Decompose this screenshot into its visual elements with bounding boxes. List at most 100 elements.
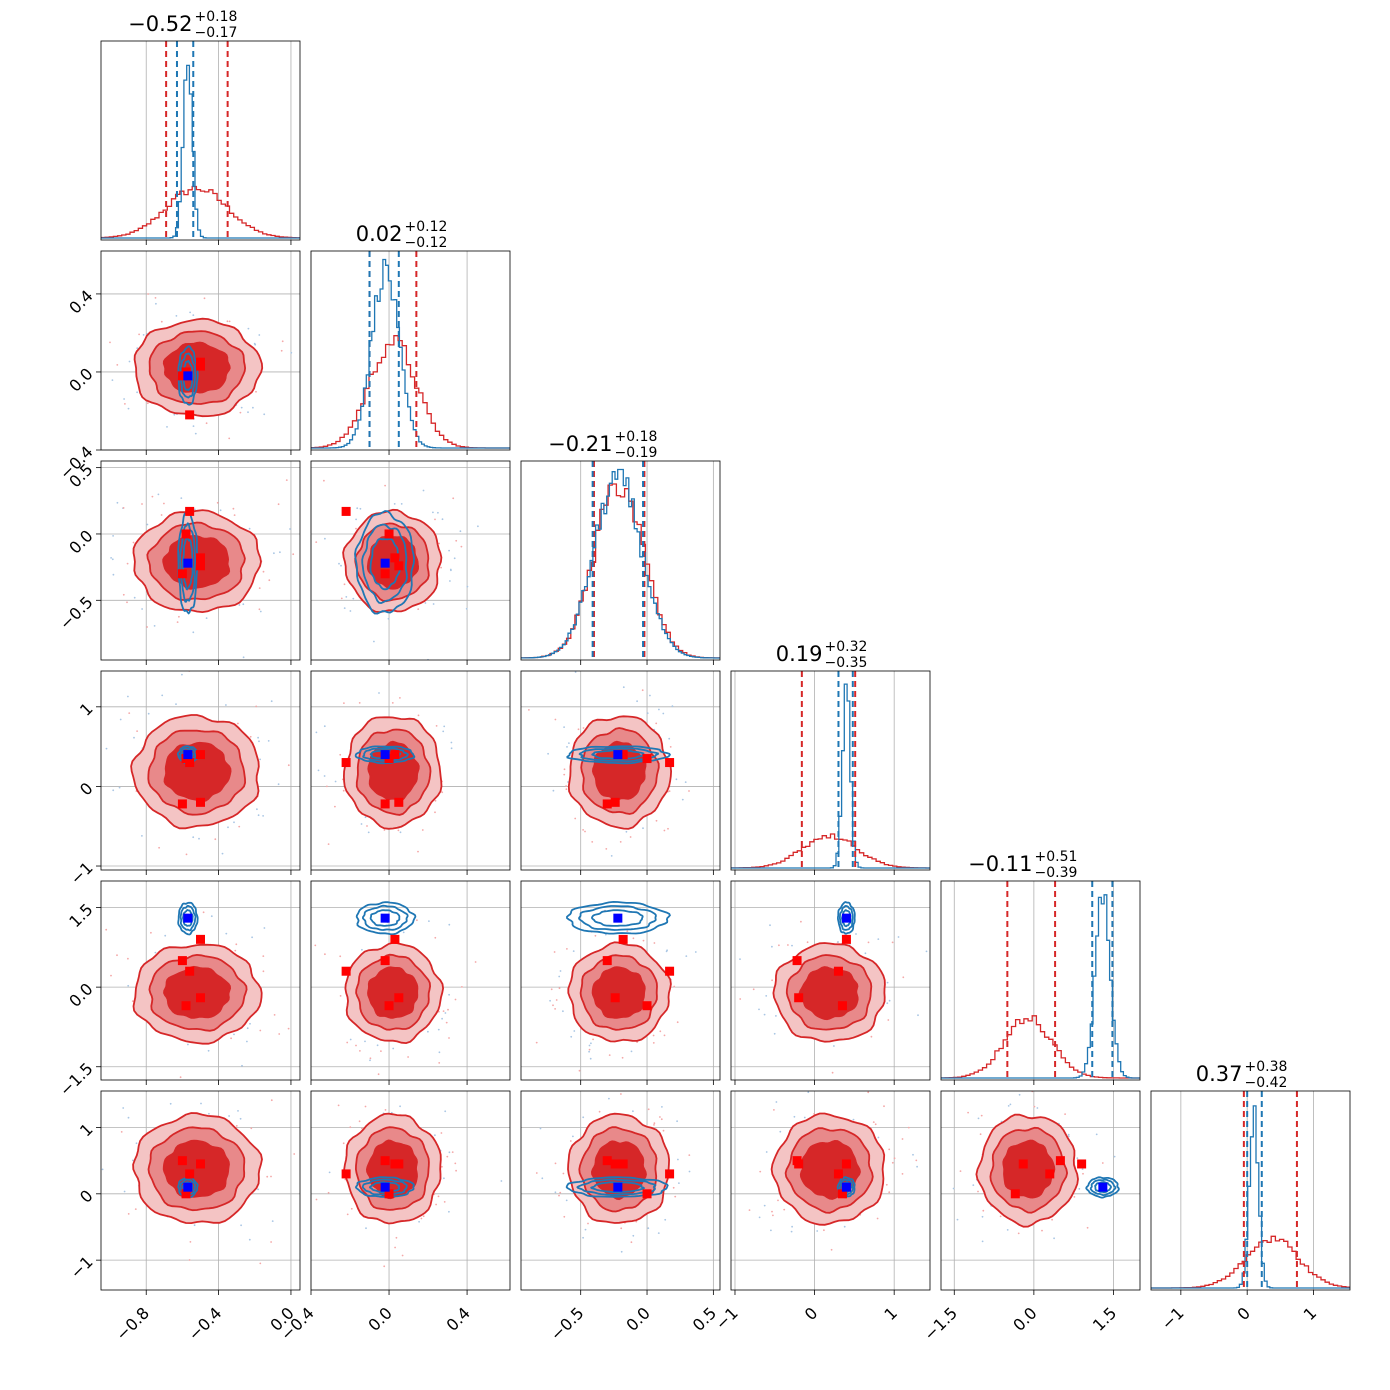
blue-contour	[838, 1178, 854, 1196]
sample-point	[891, 1161, 894, 1164]
sample-point	[441, 1165, 443, 1168]
sample-point	[203, 297, 206, 300]
sample-point	[806, 941, 809, 944]
sample-point	[590, 1042, 592, 1045]
red-marker	[1055, 1156, 1065, 1166]
sample-point	[685, 955, 688, 957]
panel-4-3	[730, 880, 931, 1085]
sample-point	[569, 1140, 572, 1142]
sample-point	[394, 1246, 396, 1249]
sample-point	[459, 530, 462, 533]
sample-point	[1067, 1133, 1070, 1136]
sample-point	[399, 1105, 401, 1108]
panel-content	[105, 901, 290, 1079]
sample-point	[563, 726, 565, 728]
red-marker	[380, 569, 390, 579]
sample-point	[188, 1259, 191, 1261]
blue-truth-marker	[380, 750, 390, 760]
sample-point	[582, 727, 585, 729]
panel-background	[1151, 1091, 1350, 1290]
sample-point	[677, 1158, 679, 1161]
sample-point	[175, 315, 178, 317]
sample-point	[216, 501, 219, 504]
sample-point	[364, 1105, 367, 1108]
sample-point	[1006, 1229, 1009, 1231]
sample-point	[380, 1050, 382, 1052]
sample-point	[981, 1240, 984, 1243]
red-marker	[1077, 1159, 1087, 1169]
sample-point	[324, 537, 326, 540]
sample-point	[238, 604, 241, 606]
blue-contour	[566, 745, 671, 765]
sample-point	[101, 1168, 104, 1171]
sample-point	[153, 625, 156, 627]
sample-point	[407, 1056, 409, 1058]
blue-contour	[355, 901, 417, 936]
sample-point	[448, 993, 450, 996]
sample-point	[465, 607, 468, 610]
sample-point	[589, 1057, 592, 1060]
sample-point	[771, 979, 773, 982]
sample-point	[306, 1184, 308, 1186]
panel-content	[101, 41, 300, 240]
sample-point	[669, 746, 672, 748]
sample-point	[435, 725, 438, 727]
sample-point	[541, 1177, 544, 1180]
sample-point	[915, 1159, 918, 1162]
sample-point	[208, 1112, 210, 1115]
y-tick-label: −0.5	[56, 593, 97, 634]
sample-point	[558, 1194, 560, 1197]
blue-truth-marker	[841, 913, 851, 923]
sample-point	[434, 799, 437, 802]
x-tick-label: −0.5	[547, 1303, 588, 1344]
sample-point	[116, 954, 118, 957]
sample-point	[539, 1127, 542, 1130]
blue-contour	[182, 909, 194, 927]
sample-point	[63, 601, 65, 603]
sample-point	[673, 985, 676, 988]
sample-point	[428, 920, 430, 922]
x-tick-label: −1	[712, 1303, 742, 1333]
sample-point	[930, 1136, 932, 1138]
sample-point	[443, 725, 446, 728]
blue-truth-marker	[183, 558, 193, 568]
sample-point	[228, 320, 231, 323]
sample-point	[916, 1165, 918, 1168]
sample-point	[833, 1045, 835, 1047]
sample-point	[1086, 1226, 1089, 1229]
sample-point	[361, 1127, 363, 1130]
sample-point	[460, 545, 463, 548]
sample-point	[270, 1099, 273, 1102]
sample-point	[967, 1111, 969, 1114]
sample-point	[445, 1021, 448, 1024]
sample-point	[365, 1227, 367, 1230]
sample-point	[448, 549, 450, 552]
sample-point	[337, 1104, 340, 1107]
sample-point	[323, 725, 326, 728]
sample-point	[652, 1042, 655, 1044]
blue-truth-marker	[1098, 1182, 1108, 1192]
sample-point	[646, 712, 649, 715]
sample-point	[883, 1105, 885, 1108]
sample-point	[925, 950, 928, 953]
param-title-minus: −0.19	[615, 445, 658, 461]
red-marker	[181, 1189, 191, 1199]
sample-point	[1082, 1172, 1084, 1175]
sample-point	[373, 640, 375, 643]
blue-contour	[179, 522, 197, 603]
panel-4-0: −1.5 0.0 1.5	[56, 880, 301, 1100]
red-marker	[1018, 1159, 1028, 1169]
panel-content	[528, 671, 690, 857]
sample-point	[885, 1183, 888, 1186]
sample-point	[552, 1004, 554, 1007]
sample-point	[163, 502, 165, 505]
blue-contour	[1089, 1178, 1117, 1196]
sample-point	[477, 525, 479, 528]
sample-point	[98, 1179, 100, 1181]
sample-point	[202, 911, 205, 914]
sample-point	[317, 769, 320, 772]
sample-point	[258, 740, 260, 743]
red-marker	[341, 758, 351, 768]
red-marker	[384, 1189, 394, 1199]
panel-content	[739, 901, 928, 1074]
